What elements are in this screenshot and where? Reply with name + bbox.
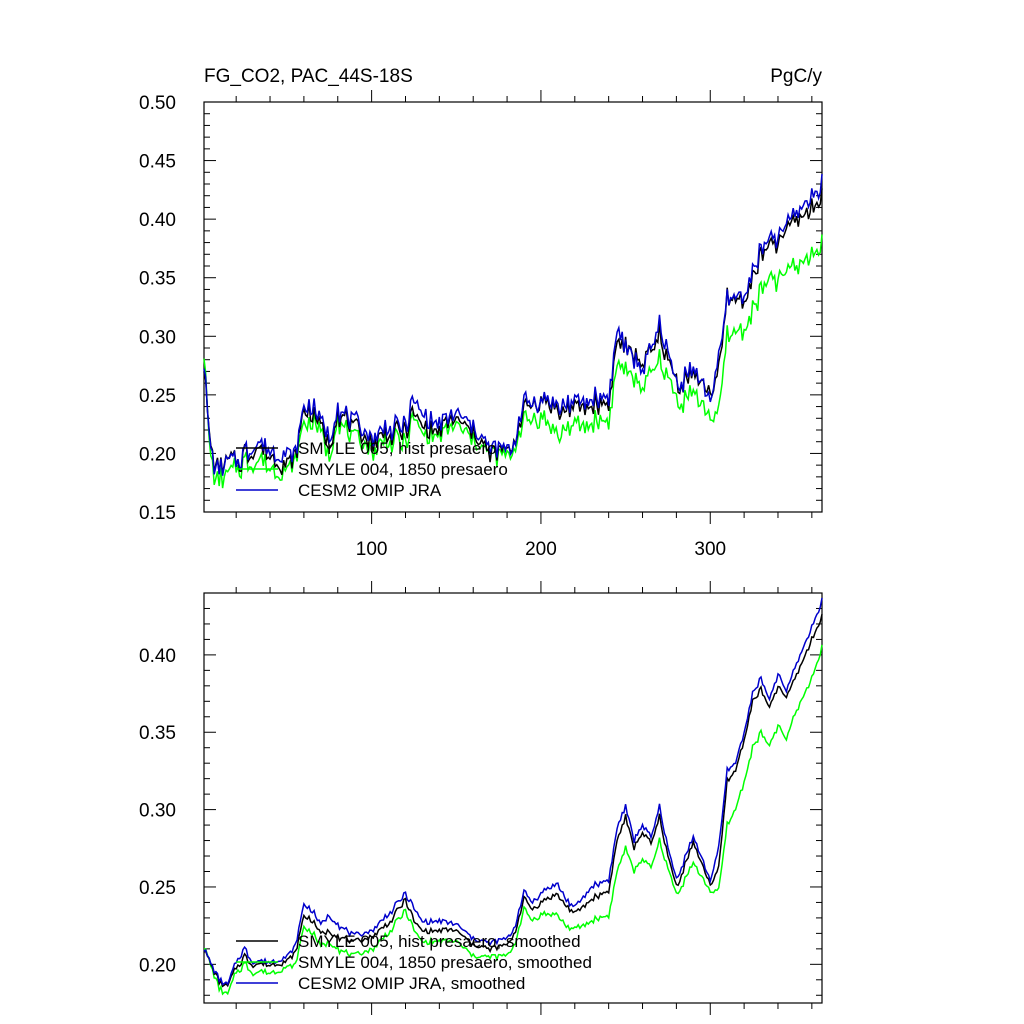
chart-units: PgC/y bbox=[770, 66, 822, 87]
series-line bbox=[203, 597, 823, 986]
y-tick-label: 0.30 bbox=[139, 801, 176, 822]
top-panel: FG_CO2, PAC_44S-18S PgC/y 100 200 300 0.15 0… bbox=[139, 66, 823, 560]
y-tick-label: 0.20 bbox=[139, 955, 176, 976]
y-tick-label: 0.15 bbox=[139, 503, 176, 524]
y-tick-label: 0.25 bbox=[139, 386, 176, 407]
legend-label: SMYLE 004, 1850 presaero bbox=[298, 460, 508, 479]
legend-label: SMYLE 005, hist presaero, smoothed bbox=[298, 932, 581, 951]
series-line bbox=[203, 614, 823, 988]
legend-label: SMYLE 004, 1850 presaero, smoothed bbox=[298, 953, 592, 972]
y-tick-label: 0.20 bbox=[139, 444, 176, 465]
plot-frame bbox=[203, 101, 823, 513]
series-line bbox=[203, 174, 823, 476]
series-line bbox=[203, 188, 823, 476]
legend-label: SMYLE 005, hist presaero bbox=[298, 439, 496, 458]
y-tick-label: 0.30 bbox=[139, 327, 176, 348]
series-line bbox=[203, 234, 823, 489]
bottom-panel: 0.20 0.25 0.30 0.35 0.40 SMYLE 005, hist pres… bbox=[139, 581, 823, 1015]
x-tick-label: 200 bbox=[525, 539, 557, 560]
x-tick-label: 300 bbox=[694, 539, 726, 560]
y-tick-label: 0.45 bbox=[139, 152, 176, 173]
chart-title: FG_CO2, PAC_44S-18S bbox=[204, 66, 413, 87]
y-tick-label: 0.35 bbox=[139, 269, 176, 290]
y-tick-label: 0.40 bbox=[139, 210, 176, 231]
y-tick-label: 0.40 bbox=[139, 646, 176, 667]
legend-label: CESM2 OMIP JRA, smoothed bbox=[298, 974, 525, 993]
y-tick-label: 0.25 bbox=[139, 878, 176, 899]
y-tick-label: 0.35 bbox=[139, 723, 176, 744]
plot-frame bbox=[203, 592, 823, 1004]
y-tick-label: 0.50 bbox=[139, 93, 176, 114]
series-line bbox=[203, 644, 823, 996]
x-tick-label: 100 bbox=[356, 539, 388, 560]
legend-label: CESM2 OMIP JRA bbox=[298, 481, 442, 500]
